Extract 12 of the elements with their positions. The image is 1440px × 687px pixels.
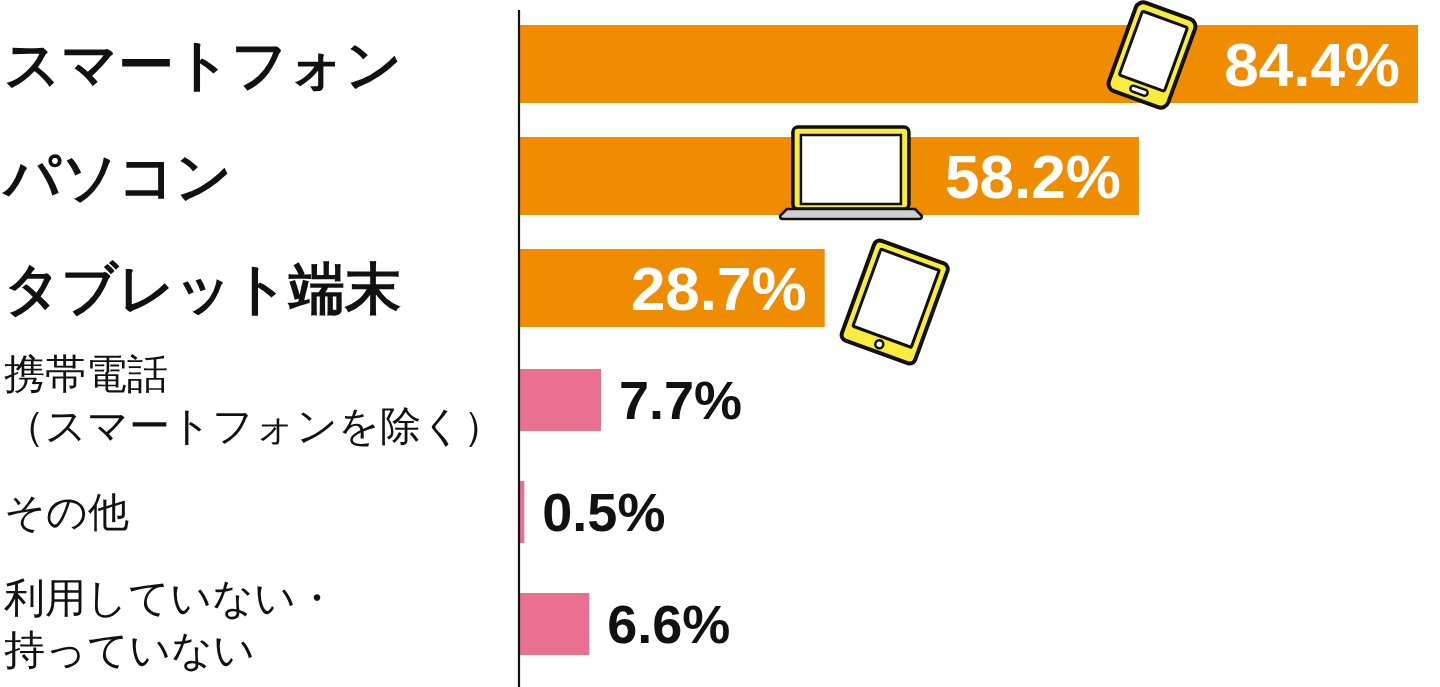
data-label: 7.7% — [619, 370, 743, 430]
y-tick-label: その他 — [4, 488, 129, 536]
data-label: 6.6% — [607, 594, 731, 654]
y-tick-label: 携帯電話（スマートフォンを除く） — [4, 349, 504, 451]
data-label: 58.2% — [945, 141, 1121, 211]
data-label: 84.4% — [1224, 29, 1400, 99]
data-label: 28.7% — [630, 253, 807, 323]
y-tick-label: パソコン — [1, 143, 232, 209]
y-tick-label: タブレット端末 — [4, 255, 401, 321]
y-tick-label: スマートフォン — [4, 31, 402, 97]
data-label: 0.5% — [542, 482, 666, 542]
y-tick-label: 利用していない・持っていない — [4, 573, 337, 675]
